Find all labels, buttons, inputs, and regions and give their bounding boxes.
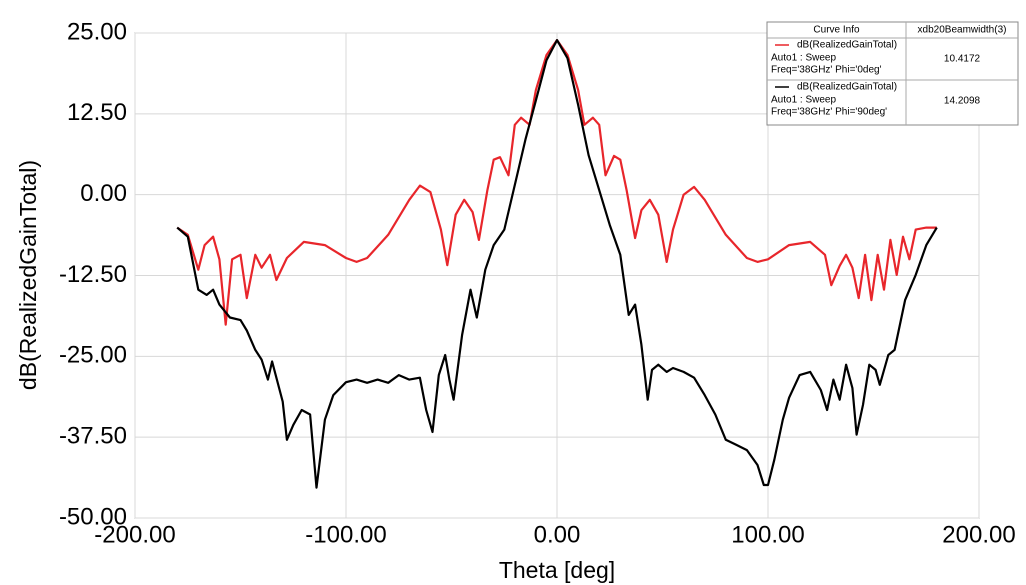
legend: Curve Info xdb20Beamwidth(3) dB(RealizedGa… [766,21,1019,126]
legend-context: Freq='38GHz' Phi='0deg' [771,65,882,76]
series-line [176,39,938,489]
y-tick-label: 25.00 [67,18,127,45]
legend-context: Auto1 : Sweep [771,53,836,64]
legend-context: Auto1 : Sweep [771,95,836,106]
x-axis-title: Theta [deg] [499,557,615,583]
series-line [176,39,937,326]
x-tick-label: 200.00 [942,521,1015,548]
y-tick-label: -12.50 [59,261,127,288]
y-tick-label: 0.00 [80,180,127,207]
y-axis-title: dB(RealizedGainTotal) [15,160,41,390]
x-tick-label: 100.00 [731,521,804,548]
y-tick-label: -50.00 [59,503,127,530]
legend-value: 10.4172 [944,54,981,65]
legend-value: 14.2098 [944,96,981,107]
x-tick-label: 0.00 [534,521,581,548]
x-tick-label: -100.00 [305,521,386,548]
legend-label: dB(RealizedGainTotal) [797,82,897,93]
legend-header: xdb20Beamwidth(3) [918,25,1007,36]
x-tick-label: -200.00 [94,521,175,548]
legend-box [766,21,1019,126]
y-tick-label: 12.50 [67,99,127,126]
legend-context: Freq='38GHz' Phi='90deg' [771,107,887,118]
legend-header: Curve Info [813,25,860,36]
legend-label: dB(RealizedGainTotal) [797,40,897,51]
y-tick-label: -25.00 [59,342,127,369]
y-tick-label: -37.50 [59,423,127,450]
